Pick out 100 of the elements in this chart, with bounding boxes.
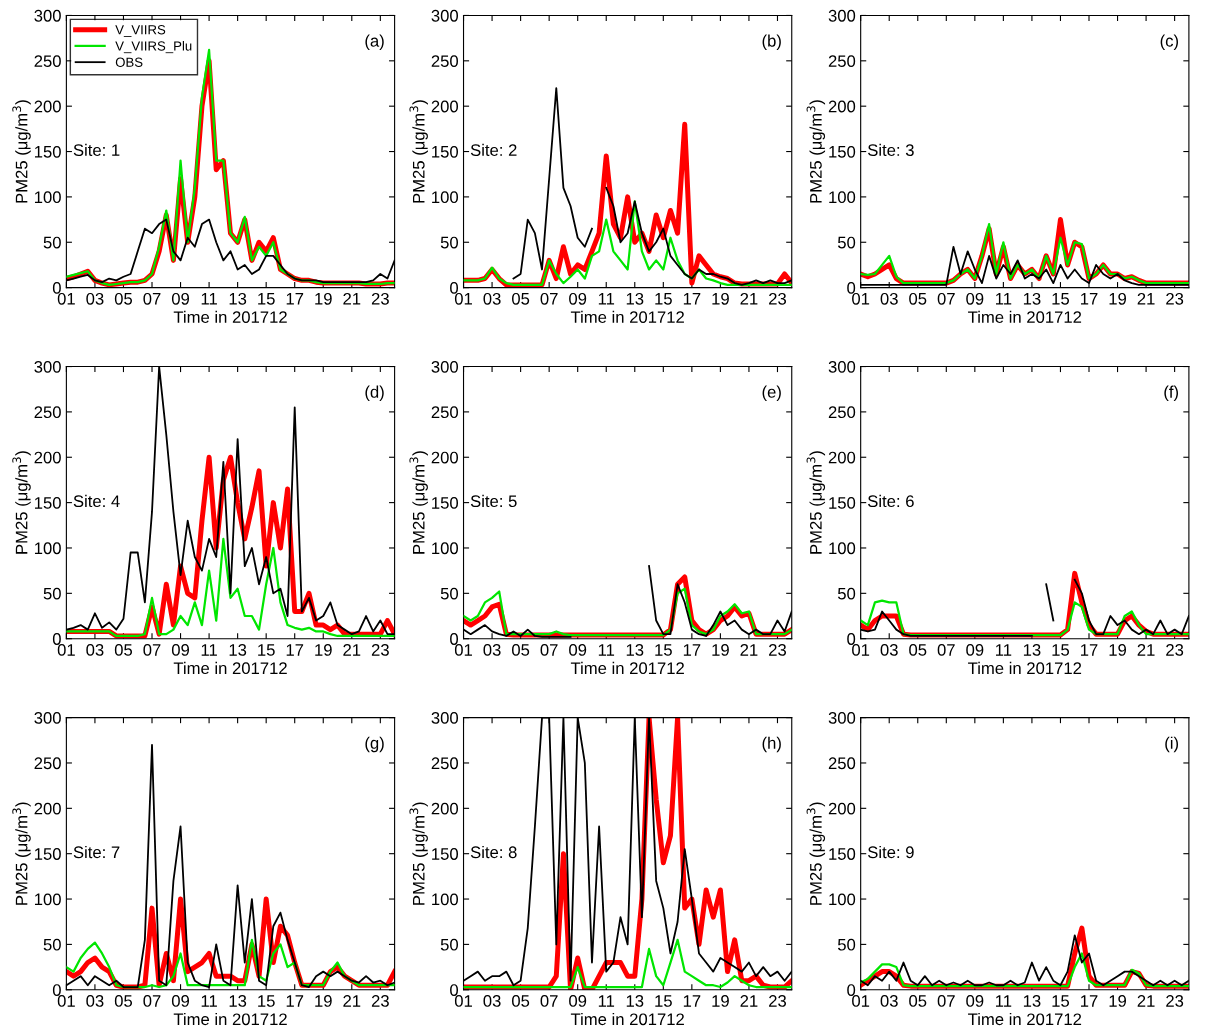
y-tick-label: 0 <box>847 984 856 996</box>
x-tick-label: 19 <box>712 643 729 656</box>
x-tick-label: 23 <box>371 643 389 656</box>
x-axis-title: Time in 201712 <box>968 1012 1082 1026</box>
annotation: (i) <box>1165 736 1179 753</box>
y-tick-label: 300 <box>828 360 856 373</box>
y-tick-label: 150 <box>829 848 856 860</box>
y-tick-label: 100 <box>829 542 856 555</box>
annotation: Site: 9 <box>868 845 914 859</box>
y-tick-label: 300 <box>431 712 459 724</box>
y-tick-label: 300 <box>34 712 61 724</box>
x-tick-label: 07 <box>540 643 558 656</box>
x-tick-label: 05 <box>909 643 927 656</box>
y-tick-label: 50 <box>440 587 459 600</box>
y-tick-label: 200 <box>431 802 459 815</box>
y-axis-title: PM25 (μg/m$^{3}$) <box>409 802 428 905</box>
x-tick-label: 21 <box>343 292 361 305</box>
x-tick-label: 05 <box>114 995 133 1007</box>
annotation: (e) <box>762 385 781 402</box>
x-tick-label: 03 <box>483 643 501 656</box>
annotation: Site: 5 <box>470 494 517 508</box>
x-tick-label: 13 <box>1023 995 1041 1007</box>
x-tick-label: 15 <box>1052 995 1070 1007</box>
y-tick-label: 150 <box>829 145 856 158</box>
x-tick-label: 17 <box>683 644 701 656</box>
x-axis-title: Time in 201712 <box>968 661 1082 675</box>
x-tick-label: 15 <box>258 995 275 1007</box>
x-tick-label: 11 <box>201 644 217 656</box>
y-tick-label: 50 <box>43 938 61 951</box>
x-tick-label: 13 <box>626 995 644 1007</box>
y-tick-label: 300 <box>828 712 856 724</box>
x-tick-label: 07 <box>937 292 955 305</box>
annotation: Site: 3 <box>868 143 914 157</box>
y-tick-label: 200 <box>828 802 856 815</box>
y-tick-label: 250 <box>828 55 856 68</box>
x-tick-label: 15 <box>1052 293 1070 305</box>
x-tick-label: 05 <box>909 995 927 1007</box>
x-tick-label: 09 <box>966 995 984 1007</box>
y-tick-label: 250 <box>828 406 856 419</box>
x-tick-label: 03 <box>86 643 104 656</box>
x-tick-label: 01 <box>454 995 472 1007</box>
y-tick-label: 250 <box>34 406 61 419</box>
x-tick-label: 03 <box>483 995 501 1007</box>
legend-label: OBS <box>115 57 143 67</box>
annotation: (a) <box>365 34 384 51</box>
annotation: (b) <box>762 34 781 51</box>
x-tick-label: 11 <box>996 644 1012 656</box>
y-tick-label: 200 <box>34 451 61 464</box>
x-tick-label: 01 <box>57 995 75 1007</box>
x-tick-label: 07 <box>143 292 161 305</box>
y-tick-label: 250 <box>431 757 459 770</box>
y-tick-label: 200 <box>431 100 459 113</box>
x-tick-label: 01 <box>852 643 870 656</box>
x-tick-label: 15 <box>655 293 672 305</box>
x-tick-label: 11 <box>996 995 1012 1007</box>
y-axis-title: PM25 (μg/m$^{3}$) <box>806 100 826 203</box>
x-tick-label: 17 <box>286 644 304 656</box>
x-tick-label: 05 <box>511 995 530 1007</box>
x-tick-label: 21 <box>740 995 758 1007</box>
x-tick-label: 07 <box>143 643 161 656</box>
x-tick-label: 11 <box>201 995 217 1007</box>
y-tick-label: 100 <box>34 542 61 555</box>
x-tick-label: 13 <box>229 643 247 656</box>
y-axis-title: PM25 (μg/m$^{3}$) <box>12 451 31 554</box>
x-tick-label: 19 <box>315 643 332 656</box>
y-tick-label: 150 <box>34 145 61 158</box>
x-tick-label: 03 <box>483 292 501 305</box>
x-tick-label: 09 <box>171 995 190 1007</box>
y-tick-label: 100 <box>432 542 459 555</box>
x-tick-label: 19 <box>315 995 332 1007</box>
annotation: Site: 1 <box>73 143 120 157</box>
x-axis-title: Time in 201712 <box>968 310 1082 324</box>
y-tick-label: 50 <box>43 587 61 600</box>
annotation: (f) <box>1164 385 1179 402</box>
x-tick-label: 17 <box>683 995 701 1007</box>
x-tick-label: 13 <box>626 292 644 305</box>
y-tick-label: 200 <box>431 451 459 464</box>
y-tick-label: 0 <box>450 633 459 645</box>
x-tick-label: 23 <box>1166 643 1184 656</box>
y-tick-label: 100 <box>829 191 856 204</box>
y-tick-label: 0 <box>847 633 856 645</box>
x-tick-label: 21 <box>740 292 758 305</box>
y-tick-label: 0 <box>450 282 459 294</box>
x-tick-label: 13 <box>229 995 247 1007</box>
y-tick-label: 0 <box>52 984 61 996</box>
y-tick-label: 300 <box>431 360 459 373</box>
y-tick-label: 200 <box>828 100 856 113</box>
y-tick-label: 100 <box>432 191 459 204</box>
x-tick-label: 05 <box>511 292 530 305</box>
y-tick-label: 0 <box>450 984 459 996</box>
legend-label: V_VIIRS_Plu <box>115 40 192 54</box>
y-axis-title: PM25 (μg/m$^{3}$) <box>409 451 428 554</box>
x-tick-label: 03 <box>880 995 898 1007</box>
x-tick-label: 15 <box>655 995 672 1007</box>
y-axis-title: PM25 (μg/m$^{3}$) <box>806 802 826 905</box>
annotation: Site: 2 <box>470 143 517 157</box>
y-tick-label: 200 <box>34 100 61 113</box>
x-tick-label: 03 <box>880 643 898 656</box>
y-tick-label: 150 <box>829 497 856 509</box>
x-tick-label: 19 <box>1109 292 1127 305</box>
